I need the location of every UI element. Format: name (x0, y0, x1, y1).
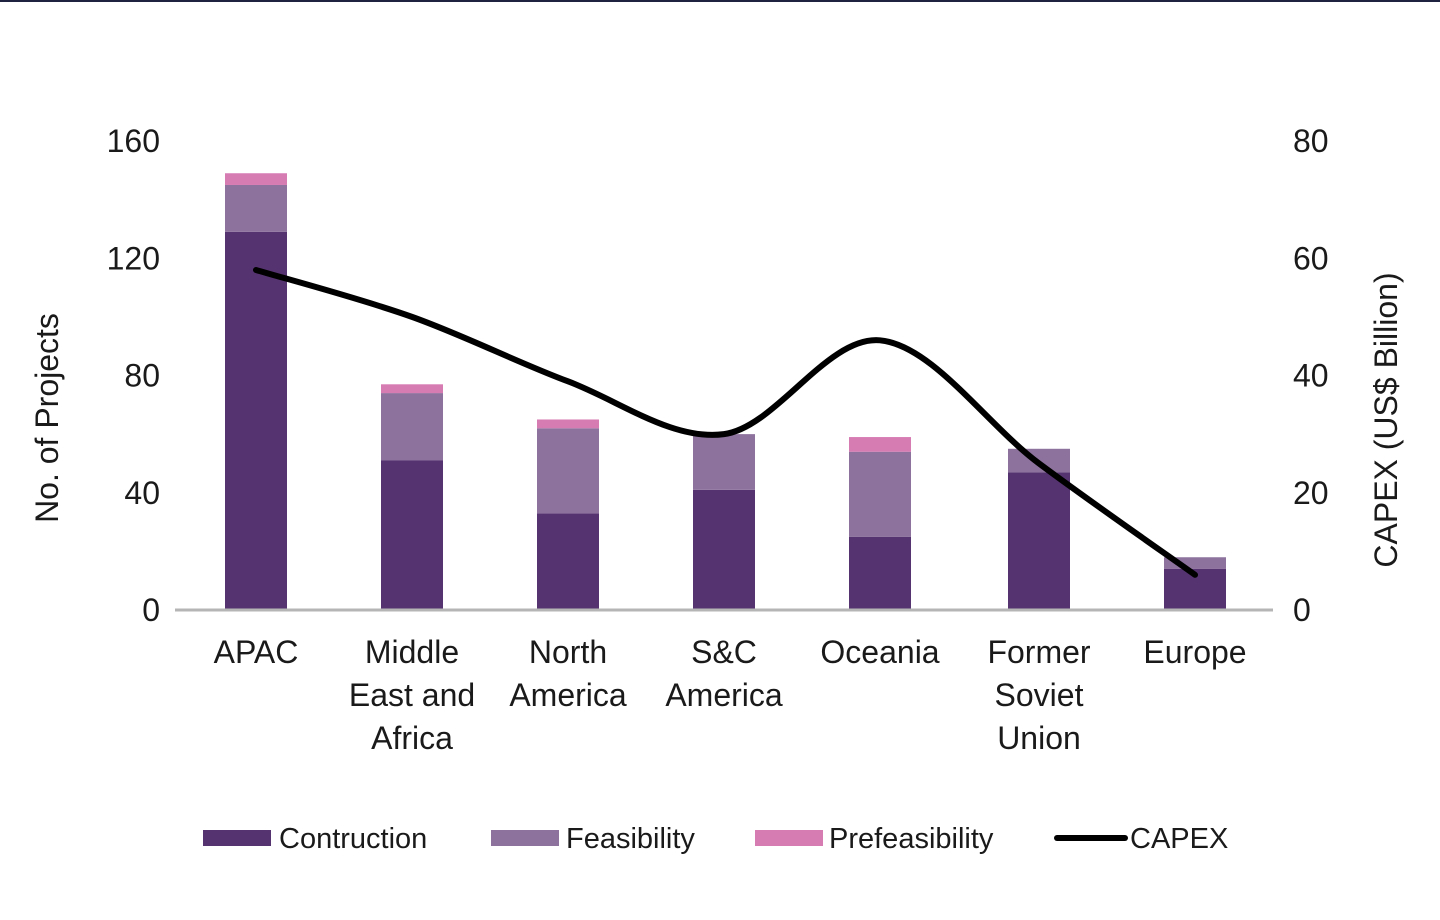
bar-contruction-3 (693, 489, 755, 610)
y-tick-label-1: 40 (124, 475, 160, 511)
bar-contruction-2 (537, 513, 599, 610)
legend-label-0: Contruction (279, 823, 427, 855)
category-label-1-line-2: Africa (371, 720, 453, 756)
bar-feasibility-2 (537, 428, 599, 514)
y-tick-label-2: 80 (124, 358, 160, 394)
legend-label-3: CAPEX (1130, 823, 1228, 855)
legend-swatch-2 (755, 830, 823, 846)
y2-tick-label-2: 40 (1293, 358, 1329, 394)
bar-contruction-5 (1008, 472, 1070, 610)
category-label-5-line-2: Union (997, 720, 1081, 756)
y2-tick-label-1: 20 (1293, 475, 1329, 511)
y-tick-label-4: 160 (107, 123, 160, 159)
category-label-1-line-0: Middle (365, 634, 459, 670)
bar-contruction-4 (849, 536, 911, 610)
category-label-4-line-0: Oceania (820, 634, 939, 670)
bar-contruction-0 (225, 231, 287, 610)
category-label-2-line-1: America (509, 677, 627, 713)
y-axis-title: No. of Projects (29, 313, 65, 523)
legend: Contruction Feasibility Prefeasibility CAPE… (203, 823, 1228, 855)
category-label-3-line-1: America (665, 677, 783, 713)
bar-feasibility-1 (381, 393, 443, 461)
top-rule (0, 0, 1440, 2)
legend-label-1: Feasibility (566, 823, 695, 855)
y2-axis-title: CAPEX (US$ Billion) (1368, 272, 1404, 567)
bar-feasibility-0 (225, 184, 287, 232)
bar-feasibility-4 (849, 451, 911, 537)
bar-prefeasibility-1 (381, 384, 443, 394)
bar-prefeasibility-2 (537, 419, 599, 429)
category-labels: APAC Middle East and Africa North America S&C A… (214, 634, 1247, 756)
bar-prefeasibility-0 (225, 173, 287, 185)
y-tick-label-3: 120 (107, 240, 160, 276)
legend-label-2: Prefeasibility (829, 823, 994, 855)
capex-line (253, 266, 1198, 578)
y-tick-label-0: 0 (142, 592, 160, 628)
bar-feasibility-3 (693, 434, 755, 490)
category-label-2-line-0: North (529, 634, 607, 670)
legend-swatch-0 (203, 830, 271, 846)
bar-contruction-1 (381, 460, 443, 610)
right-axis-ticks: 0 20 40 60 80 (1293, 123, 1329, 628)
left-axis-ticks: 0 40 80 120 160 (107, 123, 160, 628)
bars-group (225, 173, 1226, 610)
category-label-5-line-0: Former (987, 634, 1090, 670)
bar-feasibility-6 (1164, 557, 1226, 569)
legend-swatch-1 (491, 830, 559, 846)
y2-tick-label-0: 0 (1293, 592, 1311, 628)
category-label-3-line-0: S&C (691, 634, 757, 670)
y2-tick-label-4: 80 (1293, 123, 1329, 159)
bar-prefeasibility-4 (849, 437, 911, 452)
category-label-0-line-0: APAC (214, 634, 299, 670)
category-label-6-line-0: Europe (1143, 634, 1246, 670)
y2-tick-label-3: 60 (1293, 240, 1329, 276)
category-label-1-line-1: East and (349, 677, 475, 713)
category-label-5-line-1: Soviet (995, 677, 1084, 713)
